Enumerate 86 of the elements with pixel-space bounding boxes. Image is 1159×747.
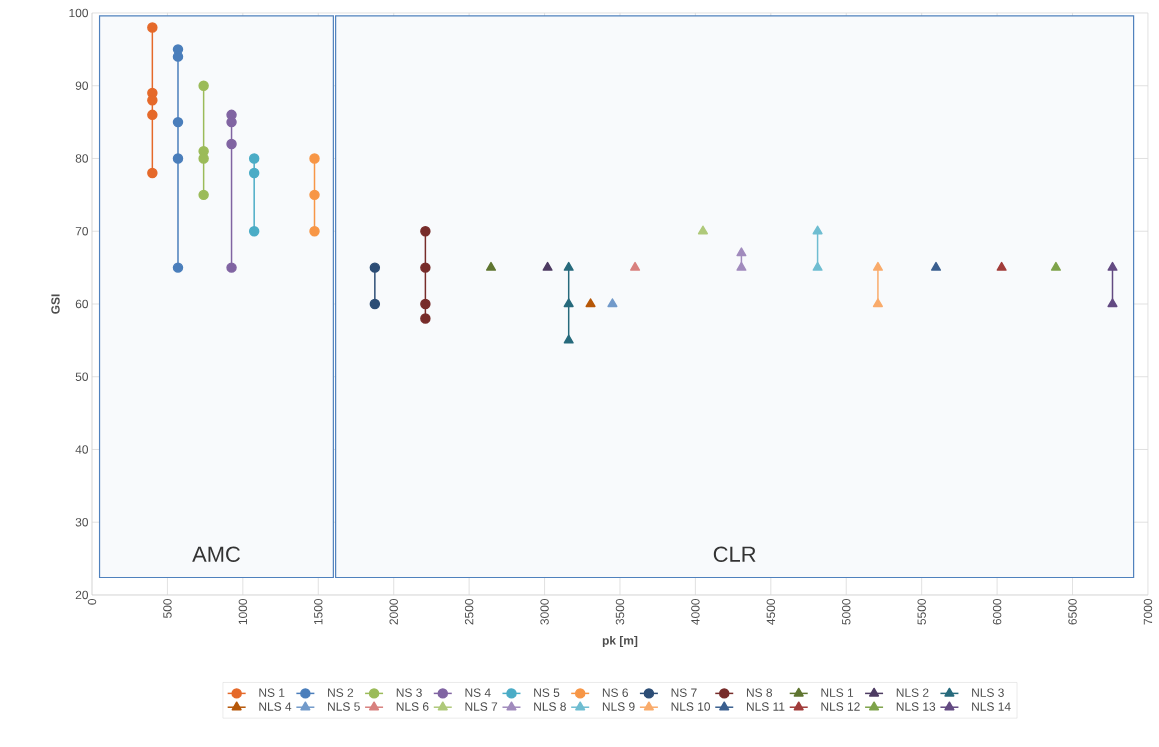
legend-label: NLS 4 [259, 702, 292, 711]
x-tick-label: 1000 [238, 598, 248, 625]
legend-label: NLS 2 [896, 688, 929, 697]
legend-label: NLS 9 [602, 702, 635, 711]
point [996, 261, 1007, 271]
legend-label: NS 2 [328, 688, 354, 697]
point [309, 189, 320, 201]
point [172, 262, 184, 273]
legend-label: NLS 13 [896, 702, 936, 711]
legend-label: NLS 6 [396, 702, 429, 711]
point [563, 298, 574, 308]
legend-label: NLS 3 [972, 688, 1004, 697]
y-axis-title: GSI [51, 294, 60, 314]
legend-label: NLS 11 [746, 702, 785, 711]
legend-label: NS 1 [259, 688, 285, 697]
point [420, 298, 431, 310]
y-tick-label: 80 [75, 154, 89, 163]
point [248, 153, 260, 164]
legend-label: NS 3 [396, 688, 422, 697]
legend-label: NLS 10 [671, 702, 711, 711]
point [420, 262, 431, 273]
point [630, 261, 641, 271]
point [697, 225, 709, 235]
y-tick-label: 50 [75, 372, 89, 381]
x-axis-title: pk [m] [602, 635, 638, 648]
point [198, 153, 209, 164]
legend-label: NLS 12 [821, 702, 860, 711]
x-tick-label: 7000 [1143, 598, 1153, 625]
legend-label: NLS 14 [972, 702, 1011, 711]
band-label: CLR [713, 546, 756, 563]
point [147, 95, 158, 106]
point [542, 261, 553, 271]
point [309, 226, 320, 237]
x-tick-label: 6500 [1068, 598, 1077, 625]
legend-label: NLS 8 [534, 702, 566, 711]
point [198, 80, 209, 91]
point [248, 167, 260, 179]
x-tick-label: 5000 [842, 598, 851, 625]
y-tick-label: 20 [75, 590, 89, 600]
y-tick-label: 40 [75, 445, 89, 454]
point [226, 262, 237, 273]
point [147, 22, 158, 33]
y-tick-label: 60 [75, 299, 89, 309]
y-tick-label: 90 [75, 81, 89, 90]
x-tick-label: 3000 [540, 598, 549, 625]
legend-label: NS 8 [746, 688, 773, 697]
x-tick-label: 4000 [691, 598, 700, 625]
band-label: AMC [192, 546, 240, 563]
point [147, 167, 158, 179]
point [172, 153, 184, 164]
x-tick-label: 5500 [917, 598, 926, 625]
point [585, 298, 596, 308]
point [563, 261, 574, 271]
legend-label: NS 5 [534, 688, 560, 697]
legend-label: NLS 1 [821, 688, 854, 697]
x-tick-label: 2500 [464, 598, 474, 625]
x-tick-label: 6000 [992, 598, 1002, 625]
point [607, 298, 618, 308]
point [147, 109, 158, 121]
point [226, 138, 237, 150]
point [198, 189, 209, 201]
y-tick-label: 30 [75, 518, 89, 527]
y-tick-label: 70 [75, 227, 89, 236]
point [172, 116, 184, 128]
x-tick-label: 4500 [766, 598, 776, 625]
legend-label: NS 7 [671, 688, 697, 697]
point [485, 261, 497, 271]
point [309, 153, 320, 164]
y-tick-label: 100 [69, 8, 89, 18]
x-tick-label: 1500 [314, 598, 323, 625]
point [930, 261, 942, 271]
point [248, 226, 260, 237]
legend-label: NS 4 [465, 688, 491, 697]
point [420, 226, 431, 237]
x-tick-label: 3500 [615, 598, 625, 625]
legend-label: NS 6 [602, 688, 628, 697]
x-tick-label: 500 [163, 598, 172, 618]
point [369, 298, 381, 310]
point [1050, 261, 1061, 271]
legend-label: NLS 7 [465, 702, 498, 711]
point [563, 334, 574, 344]
x-tick-label: 2000 [389, 598, 398, 625]
x-tick-label: 0 [87, 598, 97, 605]
point [420, 313, 431, 324]
legend-label: NLS 5 [328, 702, 360, 711]
point [369, 262, 381, 273]
